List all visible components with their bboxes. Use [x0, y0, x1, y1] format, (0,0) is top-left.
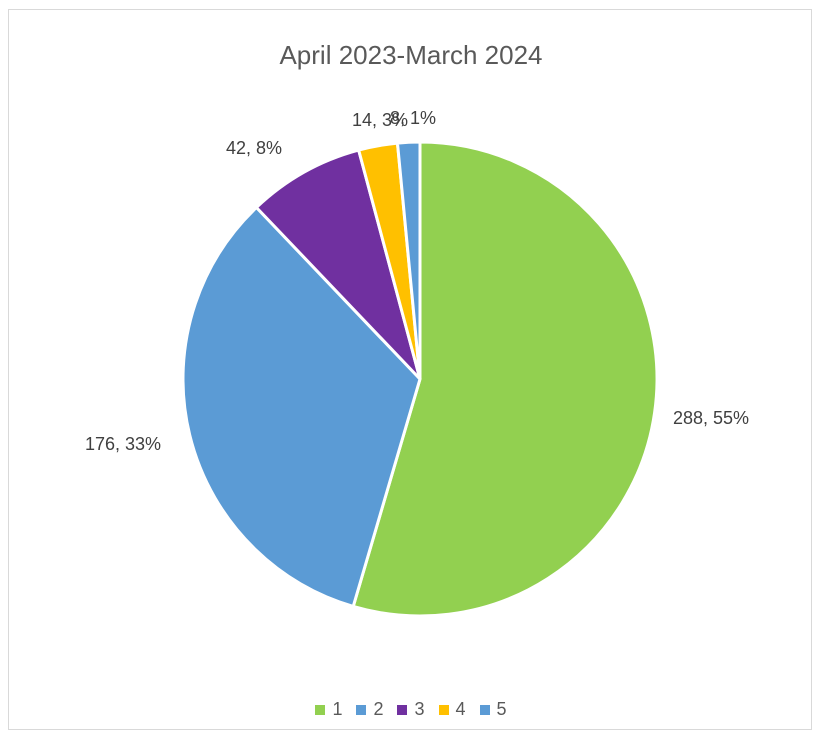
legend-entry-5: 5	[479, 699, 507, 720]
chart-area: April 2023-March 2024 288, 55% 176, 33% 42…	[8, 9, 812, 730]
pie-chart: 288, 55% 176, 33% 42, 8% 14, 3%8, 1%	[85, 108, 749, 618]
data-label-5: 8, 1%	[390, 108, 436, 128]
legend-swatch-5	[479, 704, 490, 715]
pie-slice-2	[181, 205, 422, 609]
data-label-4: 14, 3%	[352, 110, 408, 130]
legend-entry-2: 2	[356, 699, 383, 720]
legend-label-3: 3	[414, 699, 425, 719]
legend-label-1: 1	[332, 699, 343, 719]
legend-swatch-4	[438, 704, 449, 715]
legend-swatch-3	[397, 704, 408, 715]
legend-entry-3: 3	[397, 699, 425, 720]
legend-swatch-2	[356, 704, 367, 715]
pie-slice-3	[254, 148, 422, 381]
pie-slice-1	[351, 140, 659, 618]
legend-entry-4: 4	[438, 699, 466, 720]
legend-swatch-1	[315, 704, 326, 715]
legend: 1 2 3 4 5	[9, 699, 813, 720]
legend-label-4: 4	[455, 699, 466, 719]
legend-label-2: 2	[373, 699, 384, 719]
pie-slice-5	[395, 140, 422, 380]
data-label-2: 176, 33%	[85, 434, 161, 454]
legend-label-5: 5	[496, 699, 507, 719]
data-label-1: 288, 55%	[673, 408, 749, 428]
legend-entry-1: 1	[315, 699, 342, 720]
data-label-3: 42, 8%	[226, 138, 282, 158]
chart-title: April 2023-March 2024	[279, 40, 543, 70]
